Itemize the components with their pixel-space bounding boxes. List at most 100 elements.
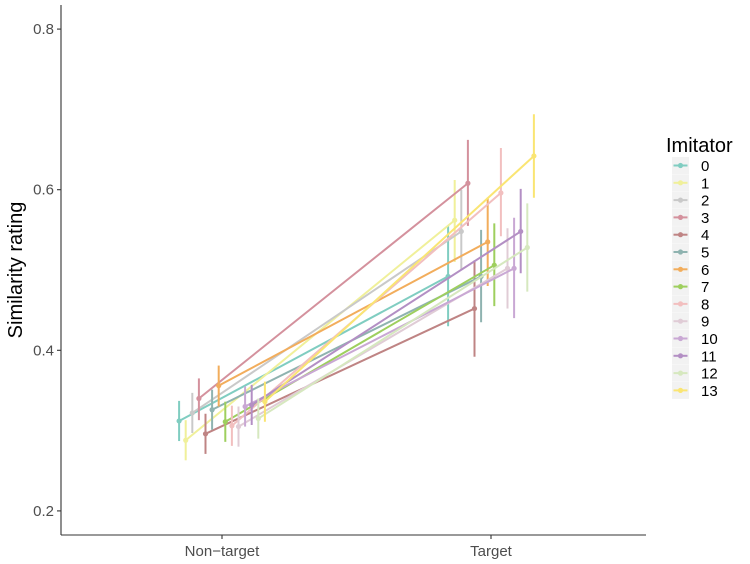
legend-item-2: 2 <box>672 191 709 210</box>
x-tick-label: Target <box>470 543 513 560</box>
series-line <box>178 275 449 422</box>
data-point <box>458 228 464 235</box>
legend-key-point <box>677 353 684 359</box>
data-point <box>216 383 222 389</box>
series-line <box>198 182 469 400</box>
series-2 <box>189 189 464 434</box>
series-line <box>251 230 522 406</box>
legend-item-0: 0 <box>672 157 709 175</box>
data-point <box>518 228 524 235</box>
legend-item-4: 4 <box>672 226 709 244</box>
legend-key-point <box>677 387 684 393</box>
series-12 <box>255 203 530 439</box>
data-point <box>531 153 537 159</box>
series-line <box>205 307 475 435</box>
legend-key-point <box>677 249 684 255</box>
data-point <box>491 262 497 268</box>
legend-key-point <box>677 284 684 290</box>
y-tick-label: 0.2 <box>33 503 54 520</box>
data-point <box>222 419 228 425</box>
legend-label: 11 <box>701 348 717 365</box>
data-point <box>465 180 471 186</box>
legend-key-point <box>677 197 684 203</box>
series-11 <box>249 188 524 425</box>
data-point <box>189 410 195 416</box>
data-point <box>242 403 248 410</box>
y-axis-title: Similarity rating <box>5 202 27 339</box>
series-13 <box>262 114 537 422</box>
data-point <box>196 395 202 402</box>
series-4 <box>202 260 478 454</box>
data-point <box>471 305 478 312</box>
legend-item-9: 9 <box>672 312 709 331</box>
legend-item-7: 7 <box>672 278 709 296</box>
data-point <box>209 407 215 413</box>
series-0 <box>176 225 451 442</box>
axes: 0.2 0.4 0.6 0.8 Non−target Target <box>33 5 646 560</box>
legend-item-10: 10 <box>672 330 718 348</box>
series-3 <box>196 139 471 421</box>
series-5 <box>209 229 484 430</box>
series-line <box>191 230 462 414</box>
legend-label: 1 <box>701 175 709 192</box>
data-point <box>452 217 458 223</box>
legend-label: 6 <box>701 262 709 279</box>
legend-label: 8 <box>701 296 709 313</box>
data-point <box>235 423 242 430</box>
plot-area <box>176 114 537 461</box>
data-point <box>504 265 511 271</box>
legend-label: 12 <box>701 366 718 383</box>
legend-key-point <box>677 180 684 186</box>
legend-label: 10 <box>701 331 718 348</box>
legend-label: 4 <box>701 227 709 244</box>
legend-key-point <box>677 335 684 342</box>
legend-key-point <box>677 370 684 376</box>
legend-label: 7 <box>701 279 709 296</box>
series-8 <box>229 147 504 446</box>
series-line <box>185 219 456 442</box>
legend-key-point <box>677 162 684 169</box>
legend-item-6: 6 <box>672 260 709 279</box>
series-6 <box>216 197 491 407</box>
data-point <box>183 437 189 443</box>
series-line <box>257 246 528 420</box>
x-tick-label: Non−target <box>185 543 260 560</box>
data-point <box>524 244 530 251</box>
legend-title: Imitator <box>666 135 733 157</box>
data-point <box>511 265 517 271</box>
legend-item-8: 8 <box>672 295 709 313</box>
data-point <box>255 415 261 422</box>
legend-label: 9 <box>701 314 709 331</box>
legend-label: 5 <box>701 245 709 262</box>
data-point <box>249 402 255 408</box>
data-point <box>202 431 209 437</box>
legend-label: 2 <box>701 193 709 210</box>
legend-item-3: 3 <box>672 208 709 227</box>
legend-item-11: 11 <box>672 347 717 365</box>
legend-item-12: 12 <box>672 364 718 383</box>
y-tick-label: 0.4 <box>33 342 54 359</box>
data-point <box>485 239 491 245</box>
legend-item-1: 1 <box>672 174 709 192</box>
series-1 <box>183 180 458 461</box>
y-tick-label: 0.6 <box>33 182 54 199</box>
data-point <box>498 190 504 196</box>
data-point <box>262 399 268 405</box>
data-point <box>176 418 182 424</box>
legend-item-13: 13 <box>672 381 718 400</box>
legend-key-point <box>677 318 684 324</box>
data-point <box>229 423 235 429</box>
legend-label: 3 <box>701 210 709 227</box>
legend-label: 13 <box>701 383 718 400</box>
series-line <box>218 241 489 387</box>
legend-label: 0 <box>701 158 709 175</box>
series-line <box>244 267 515 408</box>
legend-item-5: 5 <box>672 243 709 262</box>
series-9 <box>235 228 511 447</box>
legend-key-point <box>677 266 684 272</box>
series-line <box>264 155 535 403</box>
legend-key-point <box>677 214 684 220</box>
series-7 <box>222 223 497 442</box>
